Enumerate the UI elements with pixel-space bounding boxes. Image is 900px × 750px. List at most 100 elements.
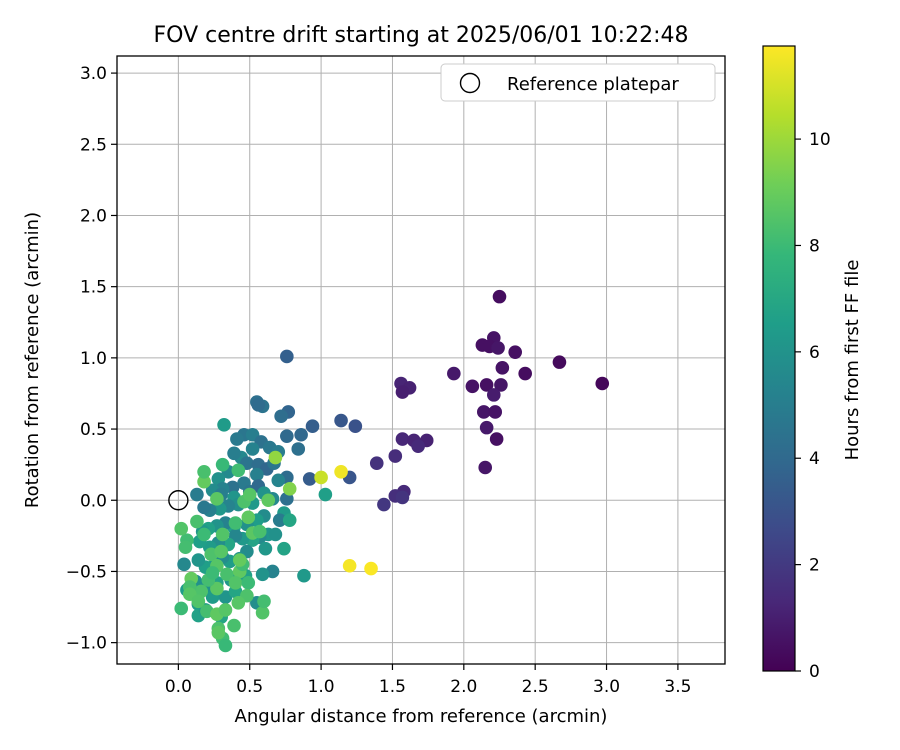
y-axis-ticks: −1.0 −0.5 0.0 0.5 1.0 1.5 2.0 2.5 3.0 bbox=[66, 64, 117, 654]
scatter-point bbox=[255, 567, 270, 582]
x-tick-label: 2.0 bbox=[450, 677, 477, 697]
scatter-point bbox=[190, 487, 204, 502]
y-tick-label: −0.5 bbox=[66, 562, 107, 582]
scatter-point bbox=[364, 561, 378, 576]
reference-marker bbox=[168, 490, 189, 511]
scatter-point bbox=[190, 514, 204, 529]
scatter-point bbox=[388, 449, 403, 463]
legend: Reference platepar bbox=[440, 63, 716, 102]
scatter-point bbox=[174, 601, 189, 616]
scatter-point bbox=[274, 409, 288, 424]
y-tick-label: 2.5 bbox=[80, 135, 107, 155]
scatter-point bbox=[191, 594, 206, 609]
scatter-point bbox=[215, 457, 230, 472]
scatter-point bbox=[268, 450, 283, 465]
scatter-point bbox=[228, 576, 243, 590]
scatter-point bbox=[197, 527, 211, 542]
scatter-point bbox=[494, 378, 508, 392]
chart-title: FOV centre drift starting at 2025/06/01 … bbox=[154, 23, 689, 48]
y-tick-label: −1.0 bbox=[66, 634, 107, 654]
scatter-point bbox=[258, 541, 273, 556]
scatter-point bbox=[174, 521, 189, 536]
scatter-point bbox=[294, 427, 308, 442]
y-tick-label: 0.0 bbox=[80, 491, 107, 511]
scatter-point bbox=[251, 398, 266, 412]
scatter-point bbox=[411, 439, 425, 453]
scatter-point bbox=[210, 581, 224, 596]
x-tick-label: 0.5 bbox=[236, 677, 263, 697]
scatter-point bbox=[218, 603, 233, 617]
scatter-point bbox=[261, 493, 276, 508]
scatter-point bbox=[210, 492, 224, 506]
colorbar-ticks: 0 2 4 6 8 10 bbox=[795, 130, 831, 682]
colorbar: 0 2 4 6 8 10 Hours from first FF file bbox=[762, 45, 863, 682]
scatter-point bbox=[302, 472, 317, 486]
scatter-point bbox=[491, 341, 505, 355]
y-tick-label: 1.0 bbox=[80, 349, 107, 369]
colorbar-tick-label: 2 bbox=[809, 556, 820, 576]
scatter-point bbox=[395, 490, 410, 505]
plot-area: 0.0 0.5 1.0 1.5 2.0 2.5 3.0 3.5 −1.0 −0.5 0.0 0.5 1… bbox=[66, 55, 726, 697]
scatter-point bbox=[334, 464, 348, 479]
scatter-point bbox=[318, 487, 333, 502]
legend-marker-icon bbox=[459, 72, 481, 94]
scatter-point bbox=[518, 366, 532, 381]
scatter-point bbox=[215, 527, 230, 542]
scatter-point bbox=[479, 378, 494, 392]
colorbar-tick-label: 8 bbox=[809, 236, 820, 256]
scatter-point bbox=[488, 405, 503, 419]
scatter-point bbox=[245, 442, 260, 456]
y-tick-label: 3.0 bbox=[80, 64, 107, 84]
scatter-point bbox=[177, 557, 191, 572]
scatter-point bbox=[178, 540, 193, 555]
scatter-point bbox=[230, 432, 244, 446]
scatter-point bbox=[197, 474, 211, 489]
scatter-point bbox=[225, 480, 240, 495]
scatter-point bbox=[211, 625, 226, 640]
scatter-point bbox=[479, 420, 494, 435]
colorbar-tick-label: 0 bbox=[809, 662, 820, 682]
scatter-point bbox=[478, 460, 493, 475]
scatter-point bbox=[305, 419, 320, 434]
x-tick-label: 1.5 bbox=[379, 677, 406, 697]
scatter-point bbox=[214, 544, 228, 559]
scatter-point bbox=[280, 349, 294, 364]
y-tick-label: 2.0 bbox=[80, 206, 107, 226]
scatter-point bbox=[447, 366, 461, 381]
scatter-point bbox=[217, 417, 231, 432]
x-axis-label: Angular distance from reference (arcmin) bbox=[235, 706, 608, 727]
legend-entry-reference-platepar: Reference platepar bbox=[507, 74, 679, 95]
scatter-point bbox=[348, 419, 363, 434]
legend-box bbox=[440, 63, 716, 102]
colorbar-gradient bbox=[762, 45, 796, 672]
scatter-point bbox=[297, 568, 311, 583]
y-axis-label: Rotation from reference (arcmin) bbox=[22, 212, 43, 508]
scatter-point bbox=[377, 497, 391, 512]
scatter-points bbox=[174, 289, 610, 653]
scatter-point bbox=[205, 566, 220, 580]
scatter-point bbox=[486, 388, 501, 402]
scatter-point bbox=[231, 463, 246, 478]
scatter-point bbox=[492, 289, 507, 304]
scatter-point bbox=[282, 482, 297, 496]
scatter-point bbox=[369, 456, 384, 471]
scatter-point bbox=[395, 385, 410, 399]
x-tick-label: 1.0 bbox=[308, 677, 335, 697]
scatter-point bbox=[489, 432, 504, 446]
scatter-point bbox=[255, 605, 270, 620]
scatter-point bbox=[250, 467, 264, 482]
scatter-point bbox=[191, 553, 206, 567]
scatter-point bbox=[241, 576, 256, 590]
scatter-point bbox=[220, 567, 234, 582]
scatter-point bbox=[465, 379, 480, 394]
scatter-point bbox=[291, 442, 306, 456]
plot-frame bbox=[116, 55, 726, 665]
scatter-point bbox=[218, 638, 233, 653]
scatter-point bbox=[227, 446, 241, 461]
scatter-point bbox=[268, 527, 283, 542]
scatter-point bbox=[552, 355, 567, 369]
y-tick-label: 0.5 bbox=[80, 420, 107, 440]
scatter-point bbox=[218, 590, 233, 604]
scatter-point bbox=[227, 618, 241, 633]
scatter-point bbox=[595, 376, 610, 391]
